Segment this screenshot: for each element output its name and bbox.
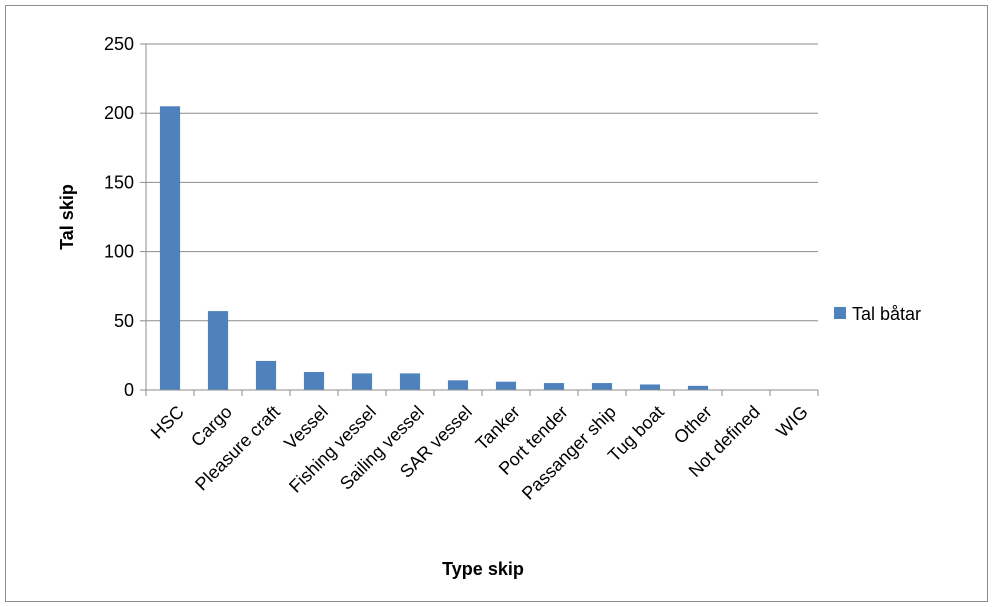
y-tick-label: 100 [104, 242, 134, 262]
bar-vessel [303, 372, 325, 390]
bars [159, 106, 709, 390]
bar-cargo [207, 311, 229, 390]
bar-tanker [495, 381, 517, 390]
x-axis-title: Type skip [442, 559, 524, 579]
x-tick-label: Pleasure craft [191, 402, 284, 495]
y-axis-title: Tal skip [57, 184, 77, 250]
bar-passanger-ship [591, 383, 613, 390]
bar-pleasure-craft [255, 360, 277, 390]
x-tick-label: Other [670, 402, 716, 448]
y-tick-label: 150 [104, 172, 134, 192]
bar-sailing-vessel [399, 373, 421, 390]
y-tick-label: 200 [104, 103, 134, 123]
y-tick-label: 250 [104, 34, 134, 54]
axes [145, 44, 818, 391]
x-tick-label: HSC [147, 402, 188, 443]
legend-label: Tal båtar [852, 304, 921, 324]
bar-hsc [159, 106, 181, 390]
gridlines [146, 43, 818, 322]
bar-port-tender [543, 383, 565, 390]
bar-other [687, 385, 709, 390]
bar-sar-vessel [447, 380, 469, 390]
bar-tug-boat [639, 384, 661, 390]
y-tick-labels: 0 50 100 150 200 250 [104, 34, 146, 400]
x-tick-label: WIG [772, 402, 812, 442]
y-tick-label: 50 [114, 311, 134, 331]
y-tick-label: 0 [124, 380, 134, 400]
bar-fishing-vessel [351, 373, 373, 390]
legend-swatch [834, 307, 846, 319]
legend: Tal båtar [834, 304, 921, 324]
x-tick-label: Sailing vessel [336, 402, 428, 494]
